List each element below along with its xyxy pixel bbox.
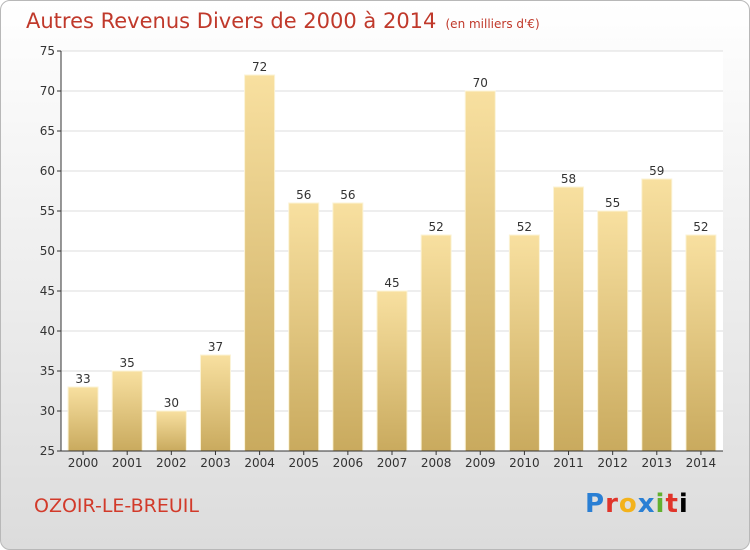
x-tick-label: 2003 (200, 456, 231, 470)
x-tick-label: 2009 (465, 456, 496, 470)
bar-value-label: 56 (340, 188, 355, 202)
x-tick-label: 2007 (377, 456, 408, 470)
logo-letter: o (618, 489, 638, 519)
y-tick-label: 30 (40, 404, 55, 418)
proxiti-logo: Proxiti (585, 489, 689, 519)
logo-letter: x (637, 489, 656, 519)
logo-letter: i (678, 489, 689, 519)
bar (420, 234, 452, 452)
logo-letter: t (665, 489, 679, 519)
y-tick-label: 75 (40, 44, 55, 58)
logo-letter: i (655, 489, 666, 519)
x-tick-label: 2010 (509, 456, 540, 470)
x-tick-label: 2004 (244, 456, 275, 470)
chart-title: Autres Revenus Divers de 2000 à 2014 (en… (26, 9, 540, 33)
y-tick-label: 50 (40, 244, 55, 258)
bar (332, 202, 364, 452)
y-tick-label: 40 (40, 324, 55, 338)
x-tick-label: 2001 (112, 456, 143, 470)
bar (111, 370, 143, 452)
x-tick-label: 2006 (333, 456, 364, 470)
bar-value-label: 30 (164, 396, 179, 410)
x-tick-label: 2012 (597, 456, 628, 470)
bar-value-label: 52 (428, 220, 443, 234)
x-tick-label: 2000 (68, 456, 99, 470)
bar (376, 290, 408, 452)
bar-value-label: 52 (517, 220, 532, 234)
x-tick-label: 2014 (686, 456, 717, 470)
y-tick-label: 55 (40, 204, 55, 218)
bar (155, 410, 187, 452)
bar (685, 234, 717, 452)
chart-unit-note: (en milliers d'€) (445, 17, 540, 31)
logo-letter: P (585, 489, 606, 519)
x-tick-label: 2002 (156, 456, 187, 470)
bar-value-label: 35 (120, 356, 135, 370)
chart-title-main: Autres Revenus Divers de 2000 à 2014 (26, 9, 437, 33)
bar-value-label: 56 (296, 188, 311, 202)
bar (641, 178, 673, 452)
bar-value-label: 70 (473, 76, 488, 90)
bar-value-label: 52 (693, 220, 708, 234)
y-tick-label: 60 (40, 164, 55, 178)
y-tick-label: 35 (40, 364, 55, 378)
x-tick-label: 2005 (288, 456, 319, 470)
bar-value-label: 55 (605, 196, 620, 210)
y-tick-label: 25 (40, 444, 55, 458)
commune-name: OZOIR-LE-BREUIL (34, 495, 199, 517)
bar-value-label: 37 (208, 340, 223, 354)
bar (67, 386, 99, 452)
bar (288, 202, 320, 452)
bar (244, 74, 276, 452)
y-tick-label: 70 (40, 84, 55, 98)
y-tick-label: 45 (40, 284, 55, 298)
bar (199, 354, 231, 452)
logo-letter: r (605, 489, 619, 519)
bar (553, 186, 585, 452)
bar-value-label: 45 (384, 276, 399, 290)
bar-value-label: 72 (252, 60, 267, 74)
bar (508, 234, 540, 452)
x-tick-label: 2013 (642, 456, 673, 470)
y-tick-label: 65 (40, 124, 55, 138)
bar (464, 90, 496, 452)
x-tick-label: 2008 (421, 456, 452, 470)
bar-value-label: 33 (75, 372, 90, 386)
x-tick-label: 2011 (553, 456, 584, 470)
bar-value-label: 58 (561, 172, 576, 186)
bar (597, 210, 629, 452)
bar-value-label: 59 (649, 164, 664, 178)
